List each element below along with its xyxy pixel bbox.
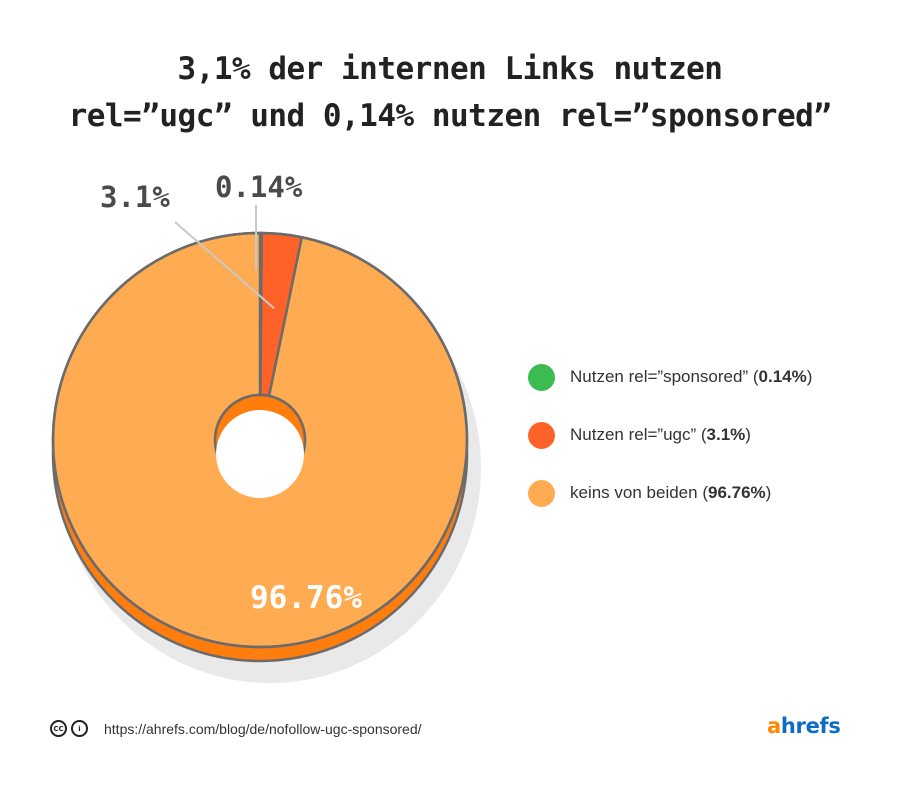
legend-label-sponsored: Nutzen rel=”sponsored” (0.14%) — [570, 367, 813, 386]
chart-title-line-1: 3,1% der internen Links nutzen — [177, 51, 723, 87]
donut-rim — [51, 231, 469, 649]
legend-item-sponsored: Nutzen rel=”sponsored” (0.14%) — [528, 362, 812, 392]
legend-item-ugc: Nutzen rel=”ugc” (3.1%) — [528, 420, 812, 450]
data-label-ugc: 3.1% — [100, 180, 170, 214]
legend: Nutzen rel=”sponsored” (0.14%) Nutzen re… — [528, 362, 812, 536]
creative-commons-icon: CC — [50, 720, 67, 737]
footer: CC i https://ahrefs.com/blog/de/nofollow… — [50, 720, 422, 737]
data-label-sponsored: 0.14% — [215, 170, 303, 204]
chart-title-line-2: rel=”ugc” und 0,14% nutzen rel=”sponsore… — [68, 98, 832, 134]
logo-wordmark: hrefs — [780, 714, 841, 738]
legend-label-neither: keins von beiden (96.76%) — [570, 483, 772, 502]
attribution-icon: i — [71, 720, 88, 737]
legend-item-neither: keins von beiden (96.76%) — [528, 478, 812, 508]
legend-label-ugc: Nutzen rel=”ugc” (3.1%) — [570, 425, 751, 444]
callout-line-ugc — [174, 221, 275, 310]
logo-letter-a: a — [767, 714, 781, 738]
ahrefs-logo[interactable]: ahrefs — [767, 714, 841, 738]
legend-swatch-sponsored — [528, 363, 555, 391]
legend-swatch-neither — [528, 479, 555, 507]
donut-hole — [216, 410, 304, 498]
chart-title: 3,1% der internen Links nutzen rel=”ugc”… — [0, 46, 900, 140]
donut-chart: 3.1% 0.14% 96.76% — [51, 170, 481, 683]
data-label-neither: 96.76% — [250, 580, 362, 616]
legend-swatch-ugc — [528, 421, 555, 449]
source-link[interactable]: https://ahrefs.com/blog/de/nofollow-ugc-… — [104, 720, 422, 737]
